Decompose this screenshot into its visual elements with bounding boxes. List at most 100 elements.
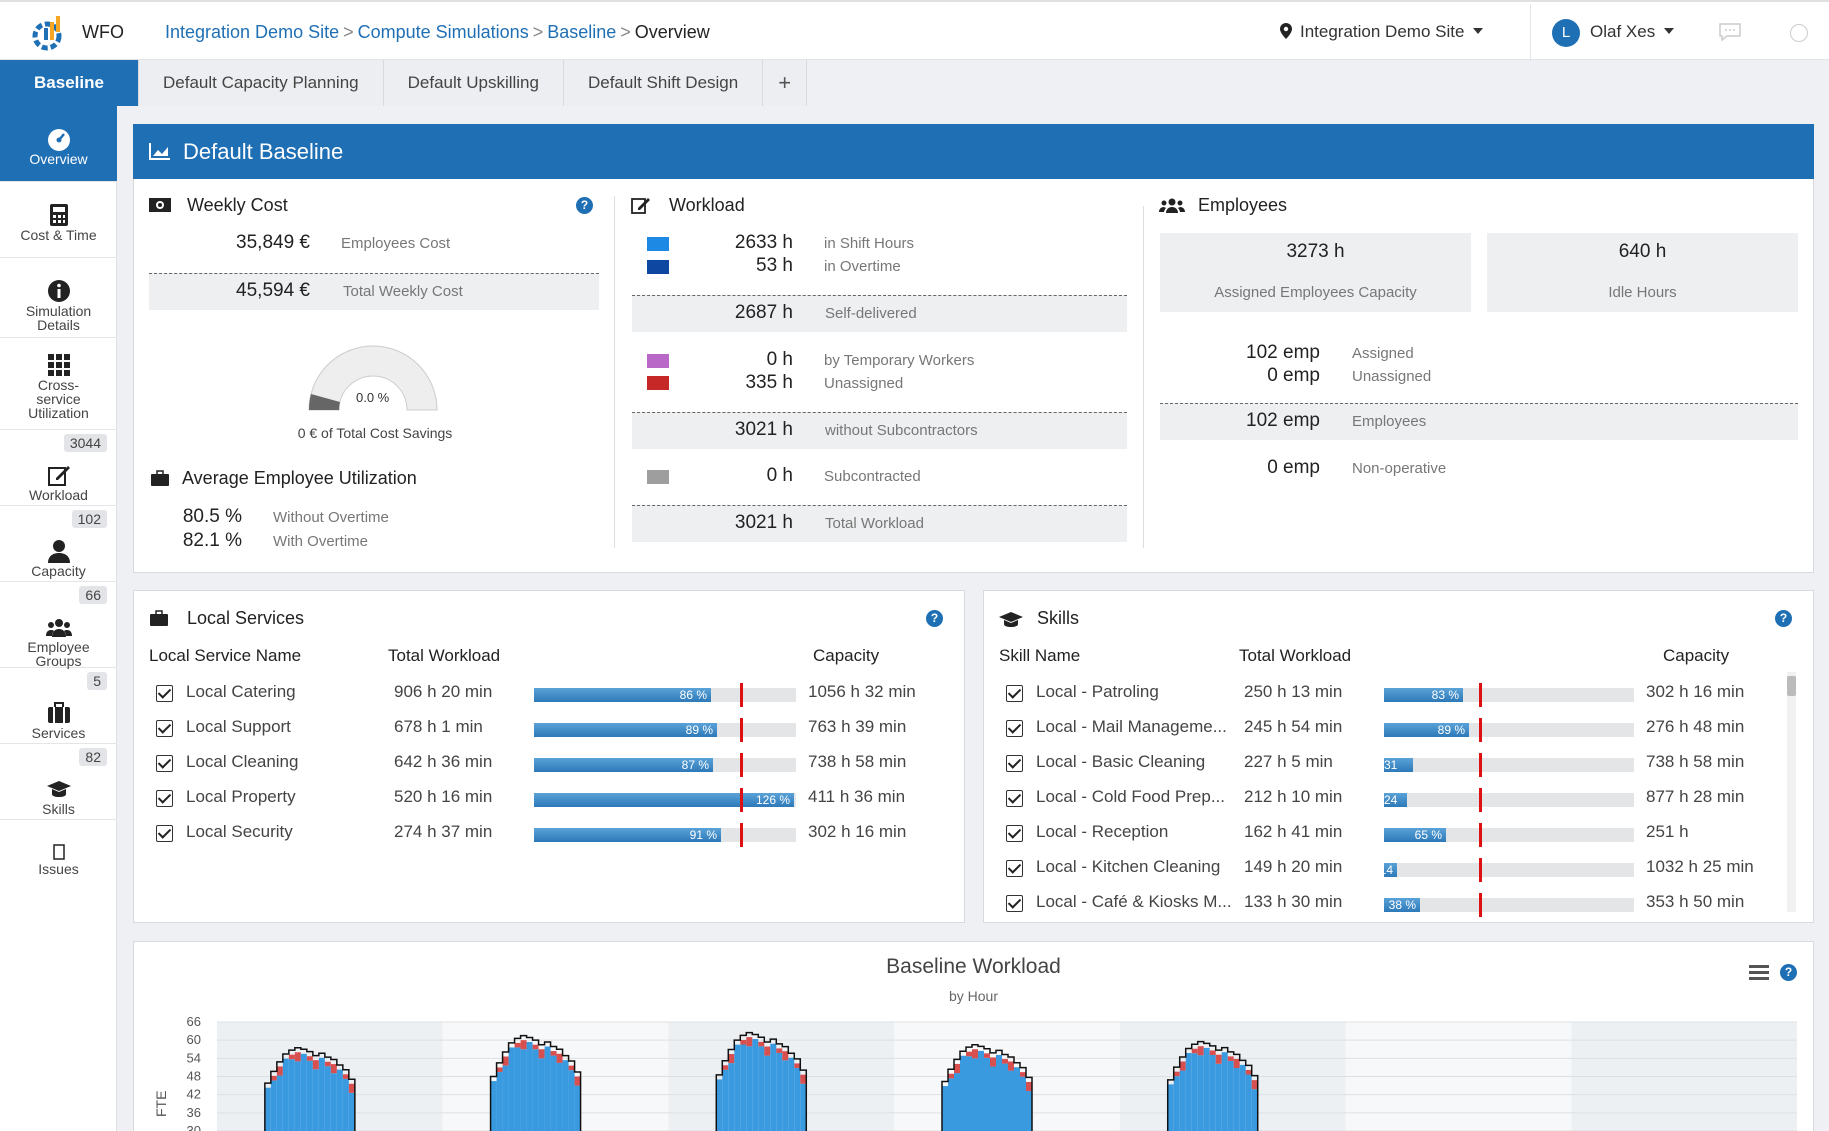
help-icon[interactable]: ?	[1780, 964, 1797, 981]
row-checkbox[interactable]	[1006, 860, 1023, 877]
unassigned-bar	[740, 1039, 747, 1045]
utilization-with-ot: 82.1 %	[182, 530, 242, 551]
sidebar-item-workload[interactable]: 3044 Workload	[0, 430, 117, 506]
sidebar-item-cross-service-utilization[interactable]: Cross-service Utilization	[0, 338, 117, 430]
map-pin-icon	[1280, 23, 1292, 39]
app-logo-icon[interactable]	[32, 14, 66, 52]
row-checkbox[interactable]	[156, 825, 173, 842]
scrollbar[interactable]	[1787, 672, 1796, 912]
sidebar-item-simulation-details[interactable]: Simulation Details	[0, 258, 117, 338]
row-checkbox[interactable]	[156, 720, 173, 737]
workload-bar	[1245, 1074, 1252, 1131]
capacity-marker	[1479, 823, 1482, 847]
scrollbar-thumb[interactable]	[1787, 676, 1796, 696]
capacity-marker	[740, 753, 743, 777]
row-checkbox[interactable]	[1006, 895, 1023, 912]
sidebar-item-cost-time[interactable]: Cost & Time	[0, 182, 117, 258]
status-circle-icon[interactable]	[1790, 24, 1808, 42]
unassigned-bar	[306, 1056, 313, 1061]
row-checkbox[interactable]	[1006, 755, 1023, 772]
tab-baseline[interactable]: Baseline	[0, 60, 139, 106]
row-capacity: 353 h 50 min	[1646, 892, 1745, 911]
unassigned-bar	[966, 1051, 972, 1057]
add-tab-button[interactable]: +	[763, 60, 808, 106]
row-checkbox[interactable]	[1006, 685, 1023, 702]
row-workload: 149 h 20 min	[1244, 857, 1343, 876]
unassigned-bar	[776, 1048, 783, 1053]
workload-bar	[568, 1070, 575, 1131]
sidebar-item-issues[interactable]: Issues	[0, 820, 117, 896]
breadcrumb-baseline[interactable]: Baseline	[547, 22, 617, 42]
unassigned-bar	[990, 1057, 996, 1067]
row-checkbox[interactable]	[1006, 825, 1023, 842]
self-delivered-value: 2687 h	[734, 302, 793, 323]
employees-band	[1160, 403, 1798, 440]
sidebar-item-employee-groups[interactable]: 66 Employee Groups	[0, 582, 117, 668]
chat-icon[interactable]	[1718, 22, 1742, 42]
unassigned-bar	[556, 1053, 563, 1063]
help-icon[interactable]: ?	[1775, 610, 1792, 627]
row-checkbox[interactable]	[156, 685, 173, 702]
row-workload: 678 h 1 min	[394, 717, 483, 736]
row-name: Local Cleaning	[186, 752, 299, 771]
row-capacity: 276 h 48 min	[1646, 717, 1745, 736]
user-menu[interactable]: L Olaf Xes	[1552, 19, 1675, 47]
breadcrumb-site[interactable]: Integration Demo Site	[165, 22, 340, 42]
utilization-percent: 89 %	[1437, 723, 1465, 737]
row-workload: 274 h 37 min	[394, 822, 493, 841]
row-capacity: 1056 h 32 min	[808, 682, 916, 701]
sidebar-item-capacity[interactable]: 102 Capacity	[0, 506, 117, 582]
workload-bar	[556, 1062, 563, 1131]
breadcrumb-simulations[interactable]: Compute Simulations	[357, 22, 529, 42]
unassigned-bar	[514, 1042, 521, 1048]
unassigned-bar	[1209, 1050, 1216, 1056]
unassigned-bar	[1008, 1061, 1014, 1071]
sidebar-item-overview[interactable]: Overview	[0, 106, 117, 182]
workload-bar	[1191, 1053, 1198, 1131]
column-header[interactable]: Total Workload	[388, 646, 501, 665]
utilization-with-ot-label: With Overtime	[273, 533, 369, 550]
employees-cost-value: 35,849 €	[236, 232, 310, 253]
menu-icon[interactable]	[1748, 963, 1770, 981]
capacity-marker	[1479, 893, 1482, 917]
tab-default-upskilling[interactable]: Default Upskilling	[383, 60, 564, 106]
sidebar-item-label: Simulation Details	[25, 303, 92, 333]
unassigned-bar	[948, 1073, 954, 1079]
unassigned-bar	[954, 1063, 960, 1074]
row-name: Local - Patroling	[1036, 682, 1159, 701]
without-sub-label: without Subcontractors	[825, 422, 978, 439]
capacity-marker	[740, 718, 743, 742]
row-checkbox[interactable]	[156, 790, 173, 807]
column-header[interactable]: Capacity	[1663, 646, 1730, 665]
row-checkbox[interactable]	[1006, 720, 1023, 737]
utilization-bar-fill	[534, 688, 711, 702]
help-icon[interactable]: ?	[576, 197, 593, 214]
column-header[interactable]: Skill Name	[999, 646, 1081, 665]
tab-default-shift-design[interactable]: Default Shift Design	[563, 60, 764, 106]
row-name: Local - Kitchen Cleaning	[1036, 857, 1221, 876]
row-capacity: 738 h 58 min	[1646, 752, 1745, 771]
unassigned-bar	[1233, 1058, 1240, 1069]
tab-default-capacity-planning[interactable]: Default Capacity Planning	[139, 60, 384, 106]
unassigned-bar	[1020, 1072, 1026, 1077]
sidebar-item-label: Services	[31, 725, 86, 741]
utilization-percent: 14 %	[1379, 863, 1393, 891]
workload-bar	[342, 1078, 349, 1131]
column-header[interactable]: Total Workload	[1239, 646, 1352, 665]
row-checkbox[interactable]	[156, 755, 173, 772]
briefcase-icon	[150, 610, 168, 626]
row-checkbox[interactable]	[1006, 790, 1023, 807]
divider	[1143, 206, 1144, 548]
unassigned-bar	[1227, 1056, 1234, 1061]
sidebar-item-skills[interactable]: 82 Skills	[0, 744, 117, 820]
column-header[interactable]: Capacity	[813, 646, 880, 665]
total-workload-band	[632, 505, 1127, 542]
unassigned-swatch	[647, 376, 669, 390]
y-tick-label: 54	[187, 1050, 201, 1065]
row-workload: 642 h 36 min	[394, 752, 493, 771]
help-icon[interactable]: ?	[926, 610, 943, 627]
table-row: Local Property 520 h 16 min 126 % 411 h 36 …	[149, 783, 949, 813]
column-header[interactable]: Local Service Name	[149, 646, 302, 665]
site-selector[interactable]: Integration Demo Site	[1280, 22, 1484, 42]
sidebar-item-services[interactable]: 5 Services	[0, 668, 117, 744]
